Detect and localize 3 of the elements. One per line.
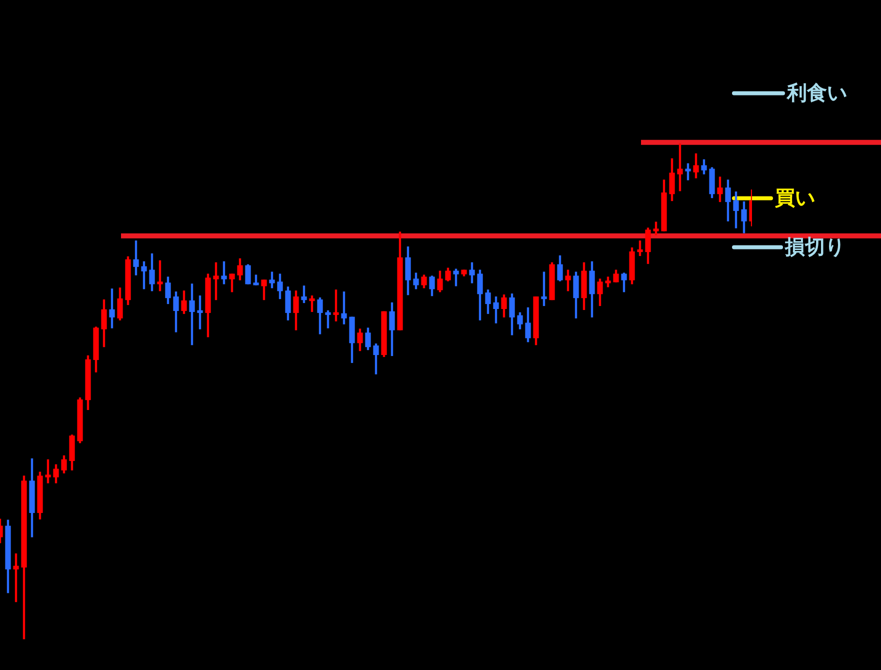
ref-line-label: 損切り: [784, 234, 845, 258]
ref-line-label: 買い: [774, 185, 815, 210]
ref-line-label: 利食い: [786, 80, 847, 104]
